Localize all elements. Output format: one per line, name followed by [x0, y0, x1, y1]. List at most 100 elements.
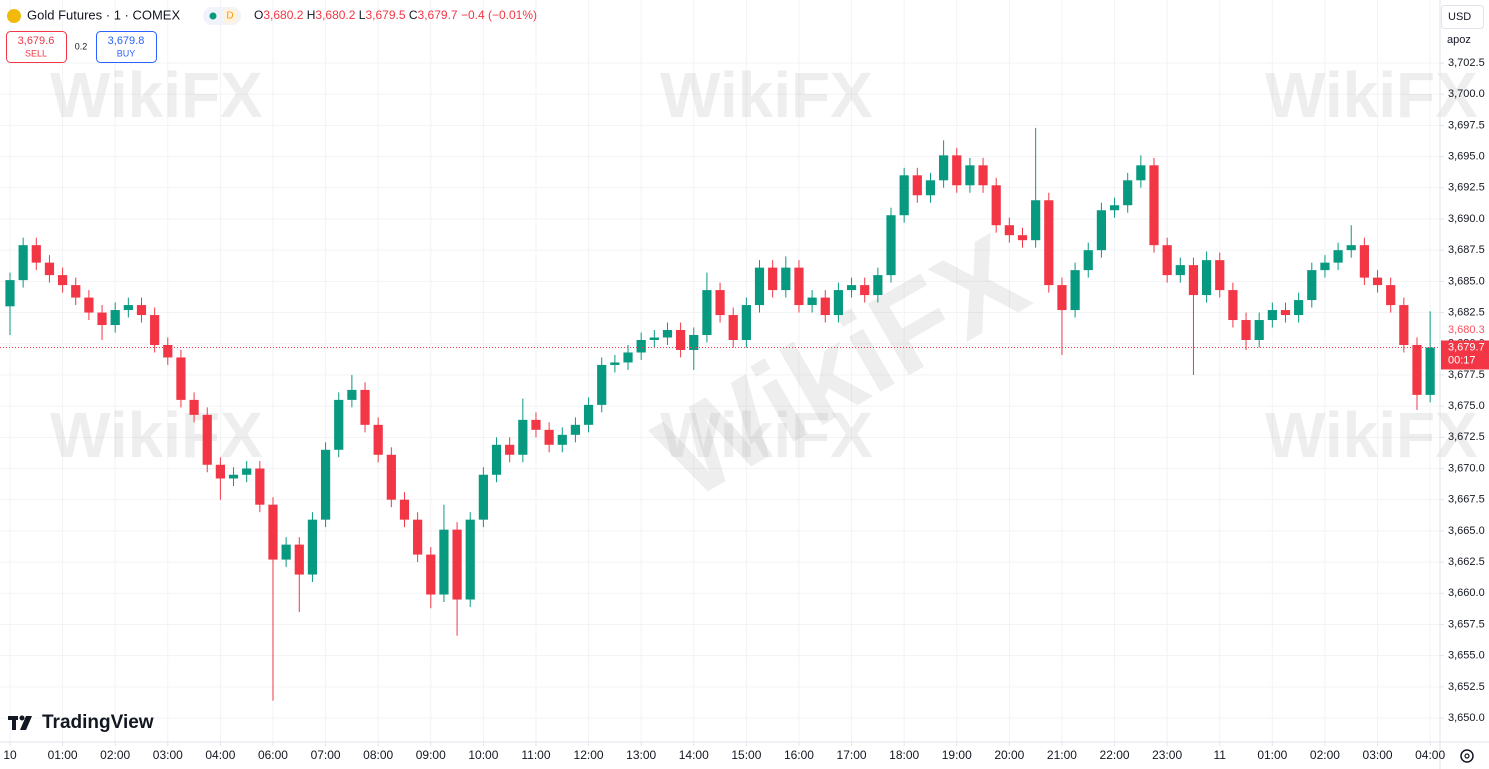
candle-body	[1294, 300, 1304, 316]
candle-body	[215, 464, 225, 479]
settings-icon[interactable]	[1464, 753, 1470, 759]
x-tick-label: 10:00	[468, 748, 498, 762]
candle-body	[505, 444, 515, 455]
candle-body	[242, 468, 252, 475]
candle-body	[57, 275, 68, 286]
candle-body	[1359, 245, 1369, 278]
watermark: WikiFX	[1265, 59, 1478, 131]
candle-body	[97, 312, 107, 326]
sell-label[interactable]: SELL	[25, 48, 47, 58]
candle-body	[662, 330, 673, 338]
candle-body	[44, 262, 55, 276]
settings-icon[interactable]	[1460, 749, 1474, 763]
y-tick-label: 3,672.5	[1448, 431, 1485, 443]
status-dot	[209, 12, 217, 20]
candle-body	[5, 280, 15, 307]
sell-price[interactable]: 3,679.6	[18, 35, 55, 47]
candle-body	[1215, 260, 1225, 291]
ohlc-key: C	[409, 8, 418, 22]
x-tick-label: 06:00	[258, 748, 288, 762]
candle-body	[623, 352, 633, 363]
candle-body	[715, 290, 725, 316]
candle-body	[294, 544, 304, 575]
candle-body	[794, 267, 804, 306]
candle-body	[1280, 310, 1291, 316]
candle-body	[452, 529, 462, 600]
x-tick-label: 08:00	[363, 748, 393, 762]
candle-body	[741, 305, 751, 340]
candle-body	[1241, 320, 1251, 340]
candle-body	[807, 297, 817, 306]
logo-shape	[12, 716, 16, 730]
candle-body	[676, 330, 686, 350]
x-tick-label: 23:00	[1152, 748, 1182, 762]
candle-body	[1149, 165, 1159, 246]
y-tick-label: 3,657.5	[1448, 618, 1485, 630]
scale-mode[interactable]: apoz	[1447, 34, 1471, 46]
candle-body	[689, 335, 699, 350]
x-tick-label: 19:00	[942, 748, 972, 762]
x-tick-label: 21:00	[1047, 748, 1077, 762]
header: Gold Futures · 1 · COMEX D O3,680.2 H3,6…	[6, 7, 537, 63]
x-tick-label: 14:00	[679, 748, 709, 762]
candle-body	[1031, 200, 1041, 241]
candle-body	[136, 305, 147, 316]
y-tick-label: 3,702.5	[1448, 57, 1485, 69]
x-tick-label: 12:00	[574, 748, 604, 762]
candle-body	[1307, 270, 1317, 301]
candle-body	[728, 315, 738, 340]
buy-price[interactable]: 3,679.8	[108, 35, 145, 47]
candle-body	[518, 419, 528, 455]
candle-body	[320, 449, 331, 520]
x-tick-label: 20:00	[994, 748, 1024, 762]
x-tick-label: 11:00	[521, 748, 550, 762]
candle-body	[1372, 277, 1383, 286]
x-tick-label: 10	[3, 748, 17, 762]
candle-body	[1096, 210, 1107, 251]
ohlc-value: 3,680.2	[315, 8, 355, 22]
candle-body	[1057, 285, 1067, 311]
candle-body	[1386, 285, 1396, 306]
candle-body	[952, 155, 962, 186]
candle-body	[281, 544, 291, 560]
x-tick-label: 15:00	[731, 748, 761, 762]
candle-body	[912, 175, 922, 196]
candle-body	[1175, 265, 1185, 276]
y-tick-label: 3,665.0	[1448, 525, 1485, 537]
candle-body	[846, 285, 857, 291]
candle-body	[84, 297, 94, 313]
prev-price-box	[1441, 322, 1489, 337]
ohlc-value: 3,679.7	[418, 8, 458, 22]
candle-body	[163, 344, 173, 358]
candle-body	[426, 554, 436, 595]
x-tick-label: 18:00	[889, 748, 919, 762]
symbol-icon	[7, 9, 21, 23]
candle-body	[1109, 205, 1120, 211]
currency-button[interactable]	[1441, 5, 1484, 29]
buy-button[interactable]	[96, 31, 157, 63]
buy-label[interactable]: BUY	[117, 48, 136, 58]
candle-body	[754, 267, 765, 306]
symbol-title[interactable]: Gold Futures · 1 · COMEX	[27, 7, 180, 22]
logo-shape	[20, 716, 32, 730]
candle-body	[557, 434, 567, 445]
candle-body	[478, 474, 488, 520]
ohlc-key: O	[254, 8, 263, 22]
sell-button[interactable]	[6, 31, 67, 63]
candle-body	[373, 424, 383, 455]
candle-body	[1017, 235, 1028, 241]
x-tick-label: 16:00	[784, 748, 814, 762]
brand: TradingView	[42, 712, 154, 733]
candle-body	[702, 290, 712, 336]
y-tick-label: 3,662.5	[1448, 556, 1485, 568]
candle-body	[583, 404, 594, 425]
candle-body	[71, 285, 81, 298]
candle-body	[1412, 344, 1422, 395]
candle-body	[1004, 225, 1014, 236]
x-tick-label: 01:00	[48, 748, 78, 762]
logo-shape	[19, 715, 25, 721]
candle-body	[255, 468, 265, 505]
candle-body	[978, 165, 988, 186]
candle-body	[1188, 265, 1199, 296]
currency[interactable]: USD	[1448, 11, 1471, 23]
